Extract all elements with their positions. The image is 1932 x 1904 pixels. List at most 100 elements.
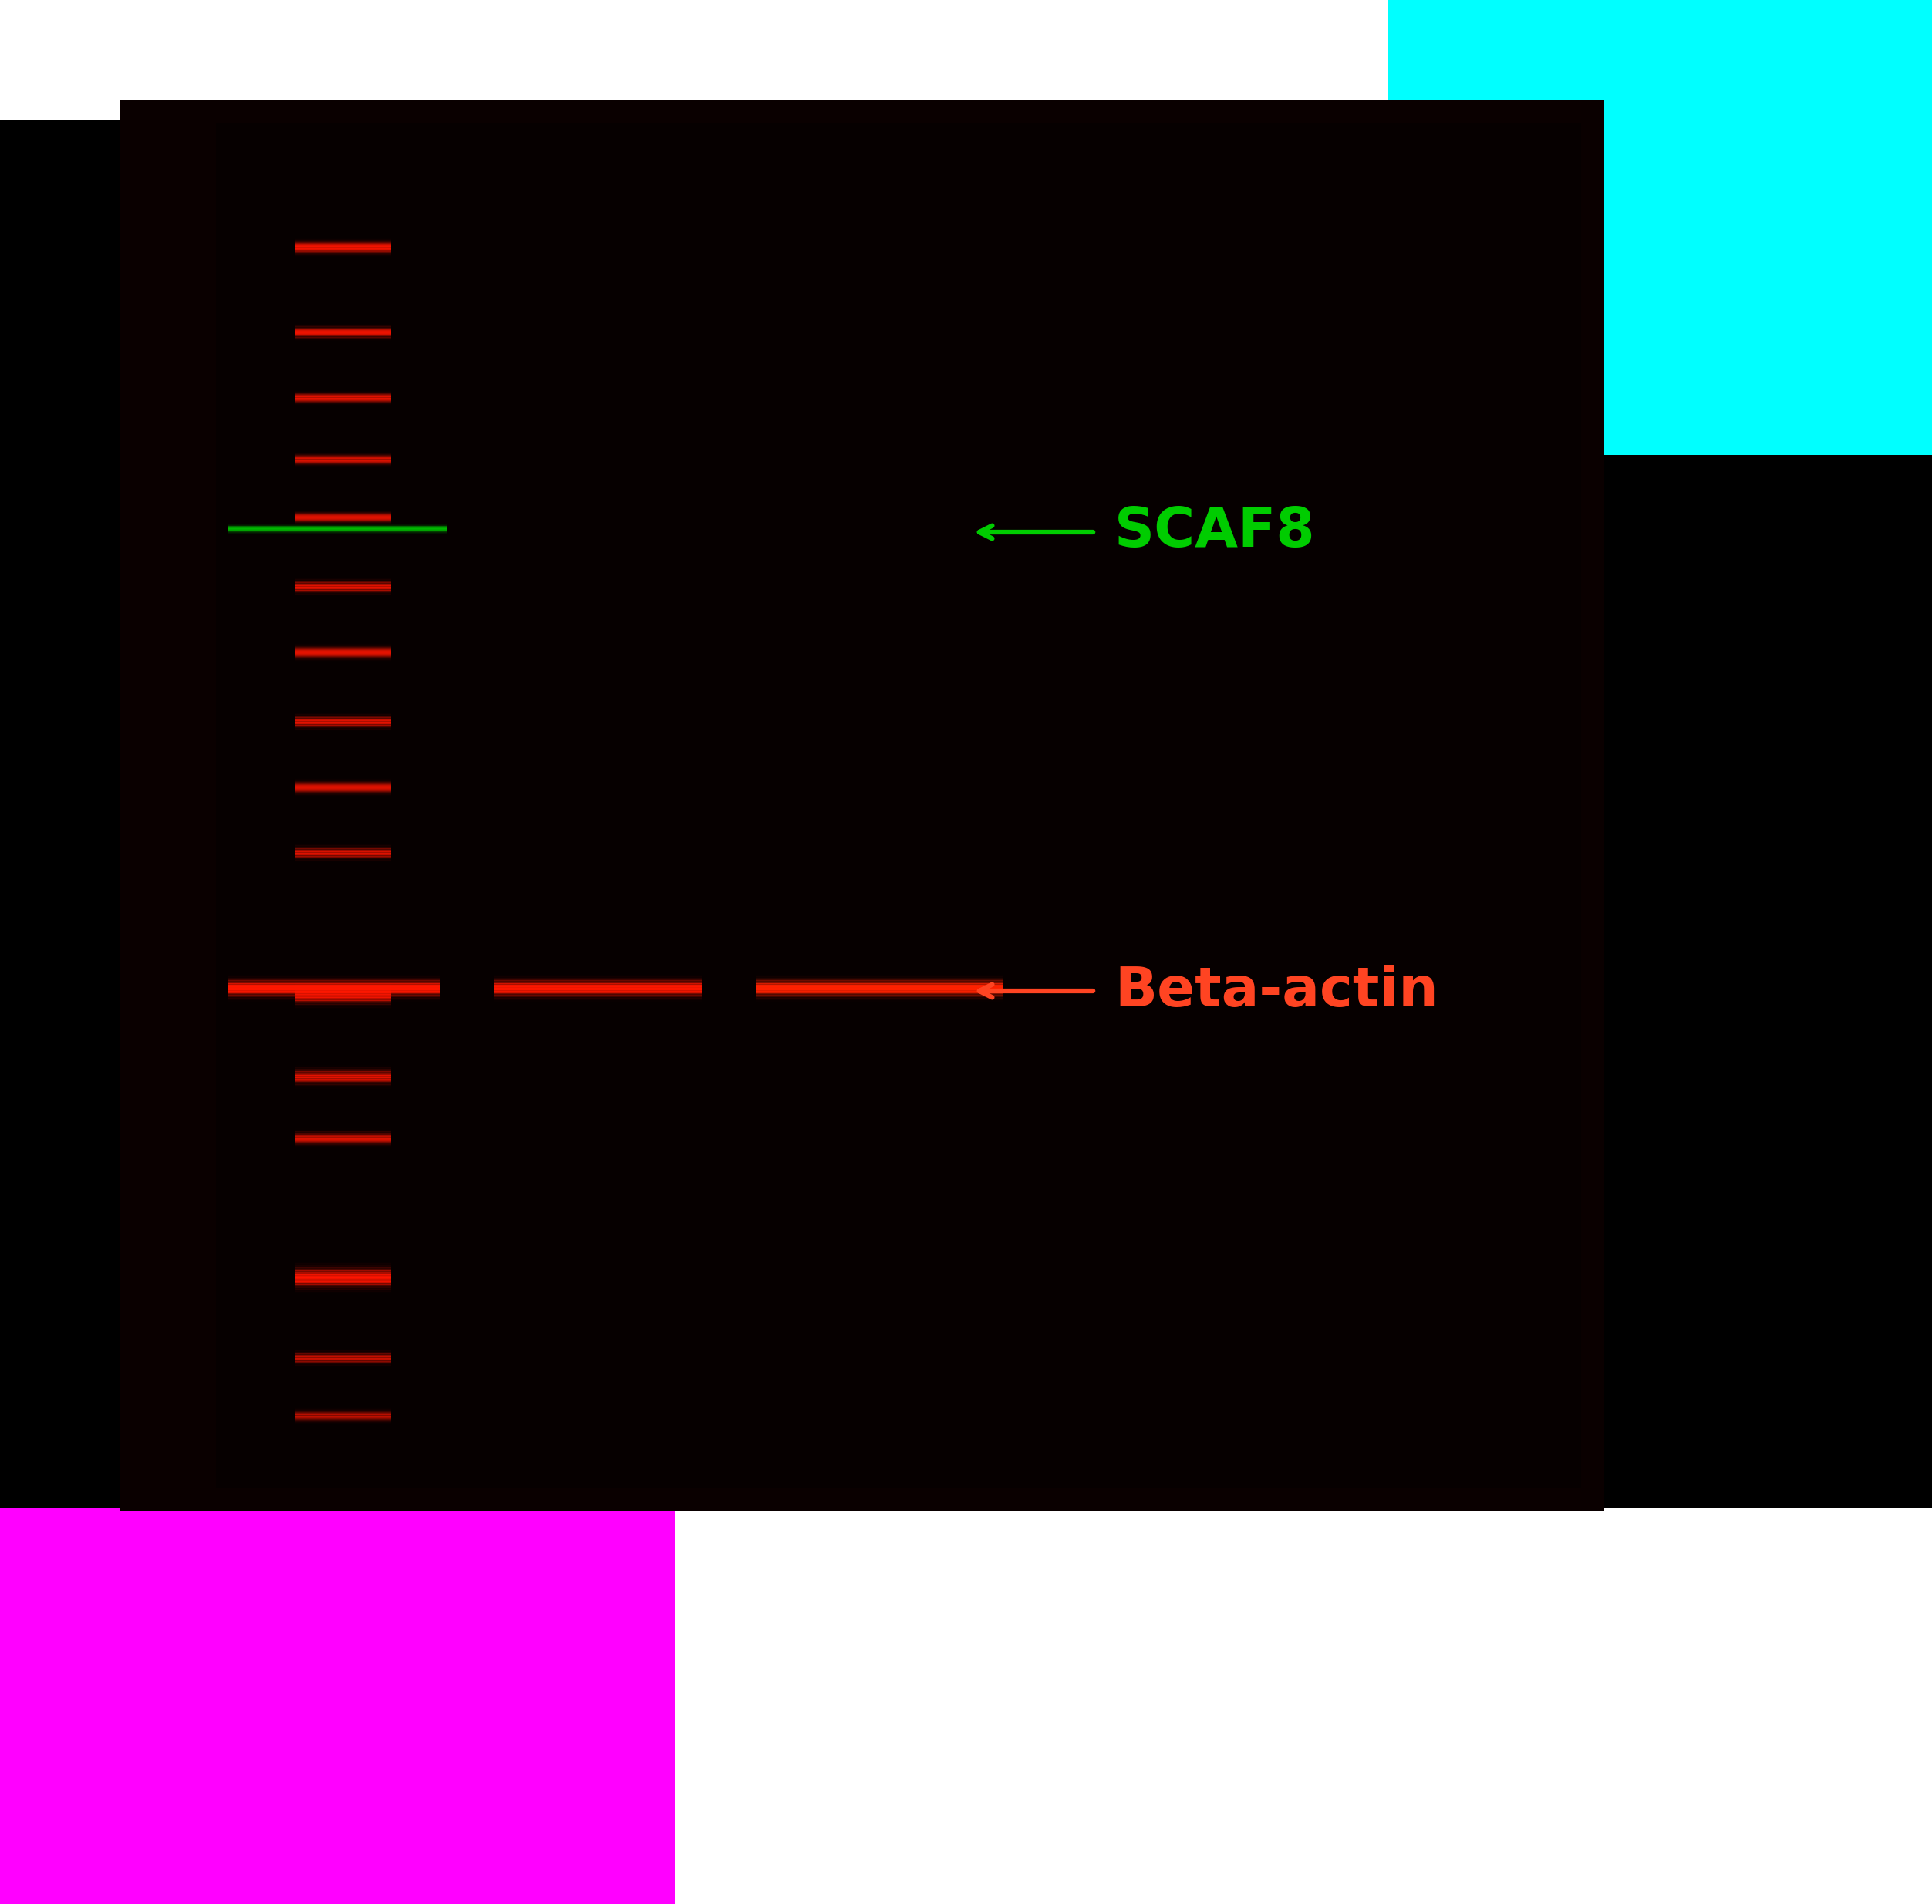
Bar [228, 992, 440, 994]
Bar [296, 1293, 390, 1295]
Bar [228, 971, 440, 975]
Bar [228, 979, 440, 981]
Bar [493, 984, 701, 986]
Bar [296, 1255, 390, 1257]
Bar [296, 1257, 390, 1259]
Bar [296, 1059, 390, 1061]
Bar [296, 1009, 390, 1011]
Bar [296, 1266, 390, 1270]
Bar [296, 1013, 390, 1015]
Bar [296, 990, 390, 992]
Bar [493, 1003, 701, 1005]
Bar [296, 1281, 390, 1285]
Bar [493, 965, 701, 967]
Bar [296, 1083, 390, 1085]
Bar [755, 1000, 1003, 1002]
Bar [296, 1064, 390, 1066]
Bar [296, 1007, 390, 1009]
Bar [493, 986, 701, 988]
Bar [296, 1300, 390, 1304]
Bar [296, 984, 390, 988]
Bar [493, 992, 701, 994]
Bar [296, 1093, 390, 1095]
Bar [296, 1068, 390, 1070]
Bar [296, 1074, 390, 1076]
Bar [296, 1291, 390, 1293]
Bar [228, 984, 440, 986]
Bar [296, 1270, 390, 1272]
Bar [296, 982, 390, 984]
Bar [296, 1085, 390, 1087]
Bar [296, 1095, 390, 1097]
Bar [228, 1007, 440, 1009]
Bar [296, 1066, 390, 1068]
Bar [296, 1081, 390, 1083]
Bar [296, 998, 390, 1000]
Bar [228, 965, 440, 967]
Bar [493, 1000, 701, 1002]
Bar [493, 1002, 701, 1005]
Bar [755, 979, 1003, 981]
Bar [674, 1508, 1932, 1904]
Bar [296, 1057, 390, 1059]
Bar [228, 982, 440, 984]
Bar [296, 1264, 390, 1268]
Bar [296, 1260, 390, 1262]
Bar [755, 998, 1003, 1000]
Bar [296, 1283, 390, 1287]
Bar [296, 1091, 390, 1093]
Bar [296, 1276, 390, 1278]
Bar [755, 1002, 1003, 1003]
Bar [228, 973, 440, 975]
Bar [493, 1002, 701, 1003]
Bar [296, 1091, 390, 1093]
Bar [296, 1272, 390, 1274]
Bar [493, 975, 701, 977]
Bar [755, 1003, 1003, 1005]
Bar [296, 1251, 390, 1253]
Bar [755, 977, 1003, 979]
Bar [1389, 0, 1932, 455]
Bar [228, 984, 440, 986]
Bar [296, 973, 390, 975]
Bar [755, 992, 1003, 994]
Bar [296, 1259, 390, 1260]
Bar [493, 977, 701, 981]
Bar [755, 977, 1003, 981]
Bar [296, 1264, 390, 1266]
Bar [296, 1080, 390, 1081]
Bar [228, 975, 440, 977]
Bar [296, 1278, 390, 1279]
Bar [296, 975, 390, 977]
Bar [228, 1000, 440, 1002]
Bar [228, 996, 440, 1000]
Bar [296, 1253, 390, 1255]
Bar [0, 1508, 674, 1904]
Bar [296, 984, 390, 986]
Bar [755, 990, 1003, 992]
Bar [296, 1011, 390, 1013]
Bar [296, 1076, 390, 1078]
Bar [755, 982, 1003, 984]
Bar [228, 996, 440, 998]
Bar [296, 996, 390, 998]
Bar [755, 984, 1003, 986]
Bar [493, 1007, 701, 1009]
Bar [296, 1068, 390, 1070]
Bar [493, 990, 701, 992]
Bar [755, 965, 1003, 967]
Bar [296, 1011, 390, 1013]
Bar [296, 1083, 390, 1085]
Bar [493, 971, 701, 973]
Bar [755, 986, 1003, 988]
Bar [228, 990, 440, 992]
Bar [755, 984, 1003, 986]
Bar [296, 1080, 390, 1081]
Bar [493, 988, 701, 990]
Bar [228, 1002, 440, 1005]
Bar [296, 1087, 390, 1089]
Bar [296, 1072, 390, 1074]
Bar [296, 1062, 390, 1064]
Bar [296, 979, 390, 982]
Bar [755, 971, 1003, 973]
